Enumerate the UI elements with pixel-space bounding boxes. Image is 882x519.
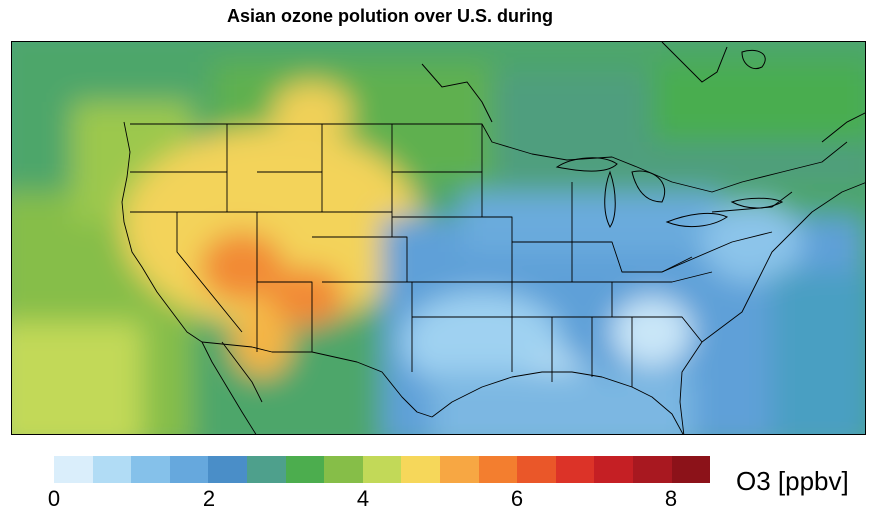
colorbar-swatch <box>517 456 556 483</box>
canada-coast <box>421 42 865 143</box>
colorbar-swatch <box>285 456 325 483</box>
colorbar-tick-label: 4 <box>356 486 370 511</box>
colorbar-swatch <box>594 456 633 483</box>
colorbar-swatch <box>131 456 170 483</box>
colorbar-swatch <box>439 456 479 483</box>
colorbar-unit-label: O3 [ppbv] <box>736 466 849 496</box>
concentration-field <box>12 42 865 434</box>
colorbar-swatch <box>478 456 518 483</box>
colorbar-swatch <box>632 456 672 483</box>
colorbar-swatch <box>671 456 711 483</box>
ozone-map <box>11 41 866 435</box>
state-borders <box>121 121 865 434</box>
colorbar-swatch <box>92 456 132 483</box>
colorbar-swatch <box>362 456 402 483</box>
great-lakes <box>555 157 784 228</box>
colorbar-swatch <box>169 456 209 483</box>
colorbar-swatch <box>246 456 286 483</box>
colorbar-swatch <box>401 456 440 483</box>
colorbar-tick-label: 6 <box>510 486 524 511</box>
colorbar-swatch <box>324 456 363 483</box>
map-title: Asian ozone polution over U.S. during <box>226 6 553 26</box>
colorbar-swatch <box>208 456 247 483</box>
colorbar-tick-label: 0 <box>47 486 61 511</box>
colorbar-tick-label: 8 <box>664 486 678 511</box>
colorbar-tick-label: 2 <box>202 486 216 511</box>
colorbar <box>54 456 711 483</box>
colorbar-swatch <box>555 456 595 483</box>
colorbar-swatch <box>54 456 93 483</box>
